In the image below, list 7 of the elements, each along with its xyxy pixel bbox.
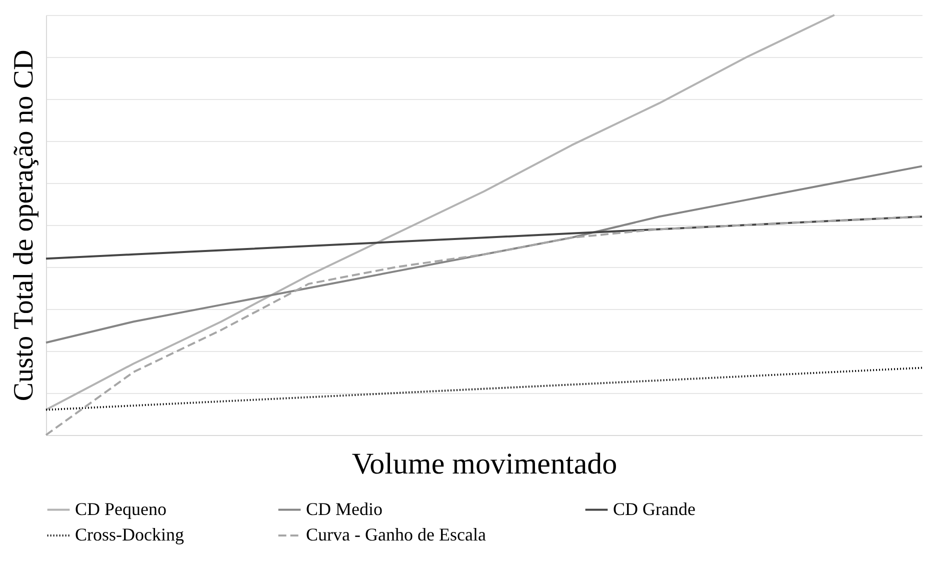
legend-label: CD Pequeno — [75, 498, 166, 519]
legend-label: Cross-Docking — [75, 524, 184, 544]
legend-label: CD Grande — [613, 498, 696, 519]
y-axis-title: Custo Total de operação no CD — [8, 50, 40, 402]
legend-label: Curva - Ganho de Escala — [306, 524, 486, 544]
legend-label: CD Medio — [306, 498, 382, 519]
x-axis-title: Volume movimentado — [352, 448, 618, 480]
